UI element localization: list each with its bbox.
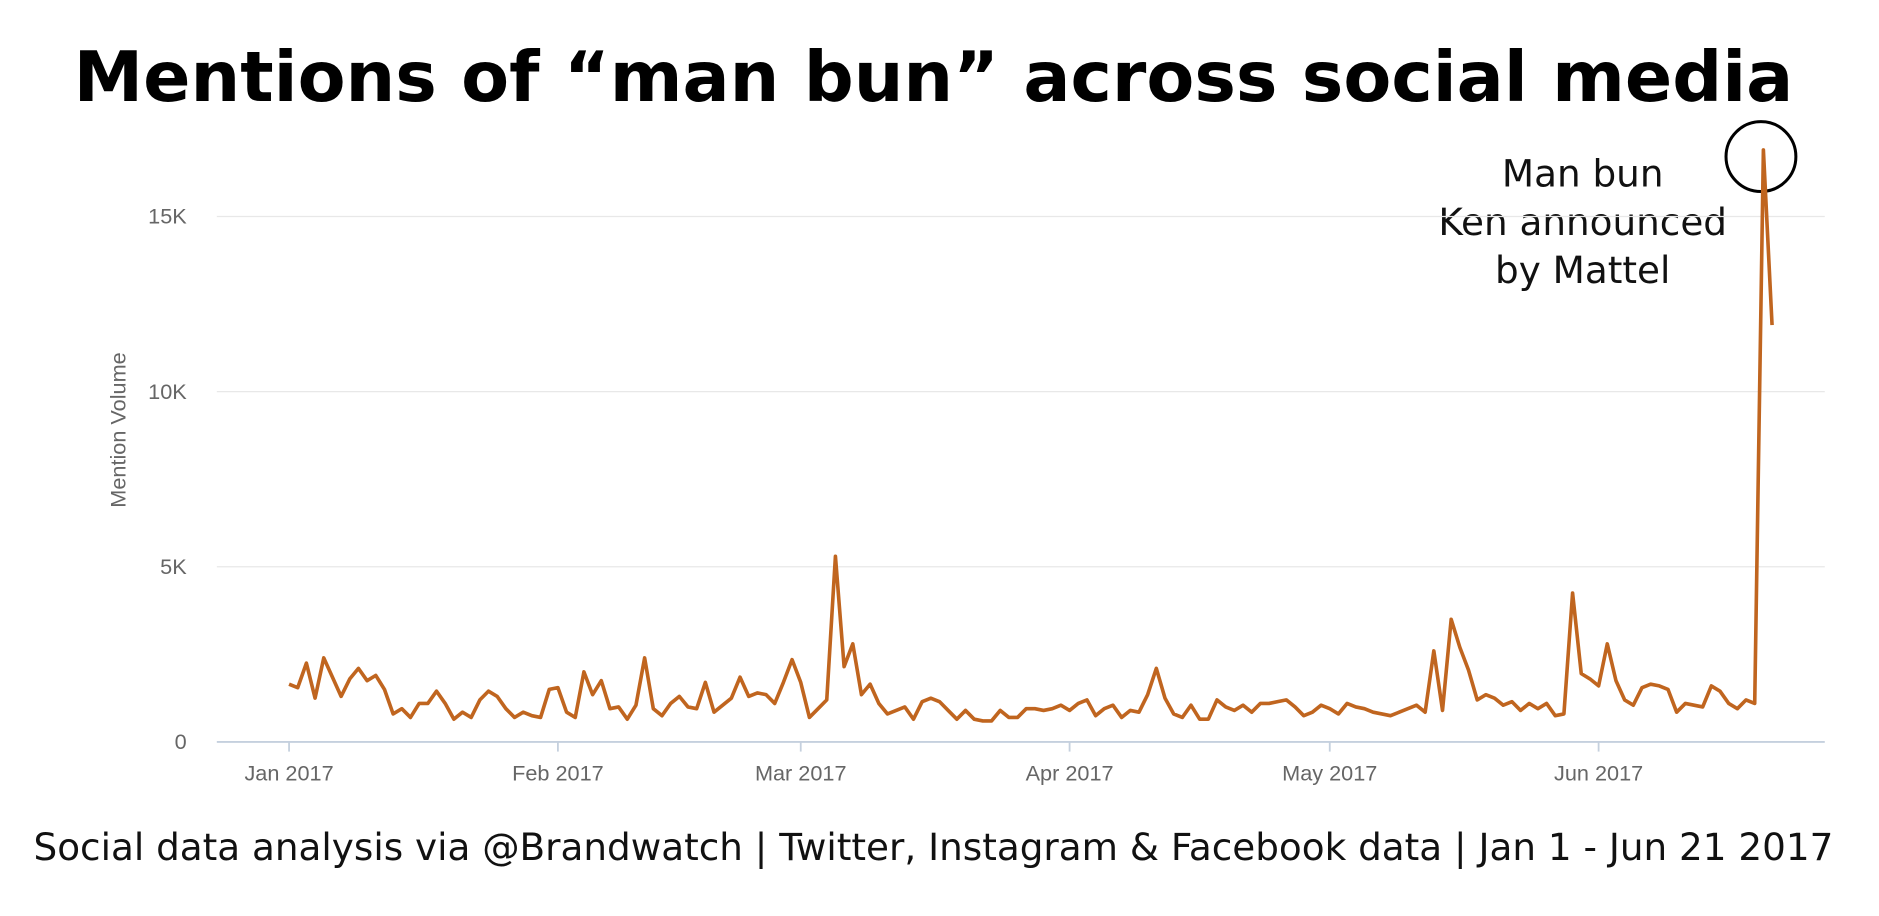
annotation: Ken announced [1438, 200, 1727, 244]
y-axis-label: Mention Volume [105, 352, 130, 507]
footer: Social data analysis via @Brandwatch | T… [34, 825, 1834, 870]
x-tick-label: May 2017 [1282, 760, 1377, 785]
x-tick-label: Jun 2017 [1554, 760, 1643, 785]
y-tick-label: 15K [148, 204, 187, 229]
annotation: by Mattel [1495, 248, 1670, 292]
chart-title: Mentions of “man bun” across social medi… [74, 37, 1794, 118]
x-tick-label: Jan 2017 [244, 760, 333, 785]
x-tick-label: Apr 2017 [1026, 760, 1114, 785]
y-tick-label: 10K [148, 379, 187, 404]
annotation: Man bun [1502, 152, 1664, 196]
y-tick-label: 0 [175, 729, 187, 754]
x-tick-label: Feb 2017 [512, 760, 604, 785]
data-line [288, 148, 1774, 723]
y-tick-label: 5K [160, 554, 187, 579]
x-tick-label: Mar 2017 [755, 760, 847, 785]
